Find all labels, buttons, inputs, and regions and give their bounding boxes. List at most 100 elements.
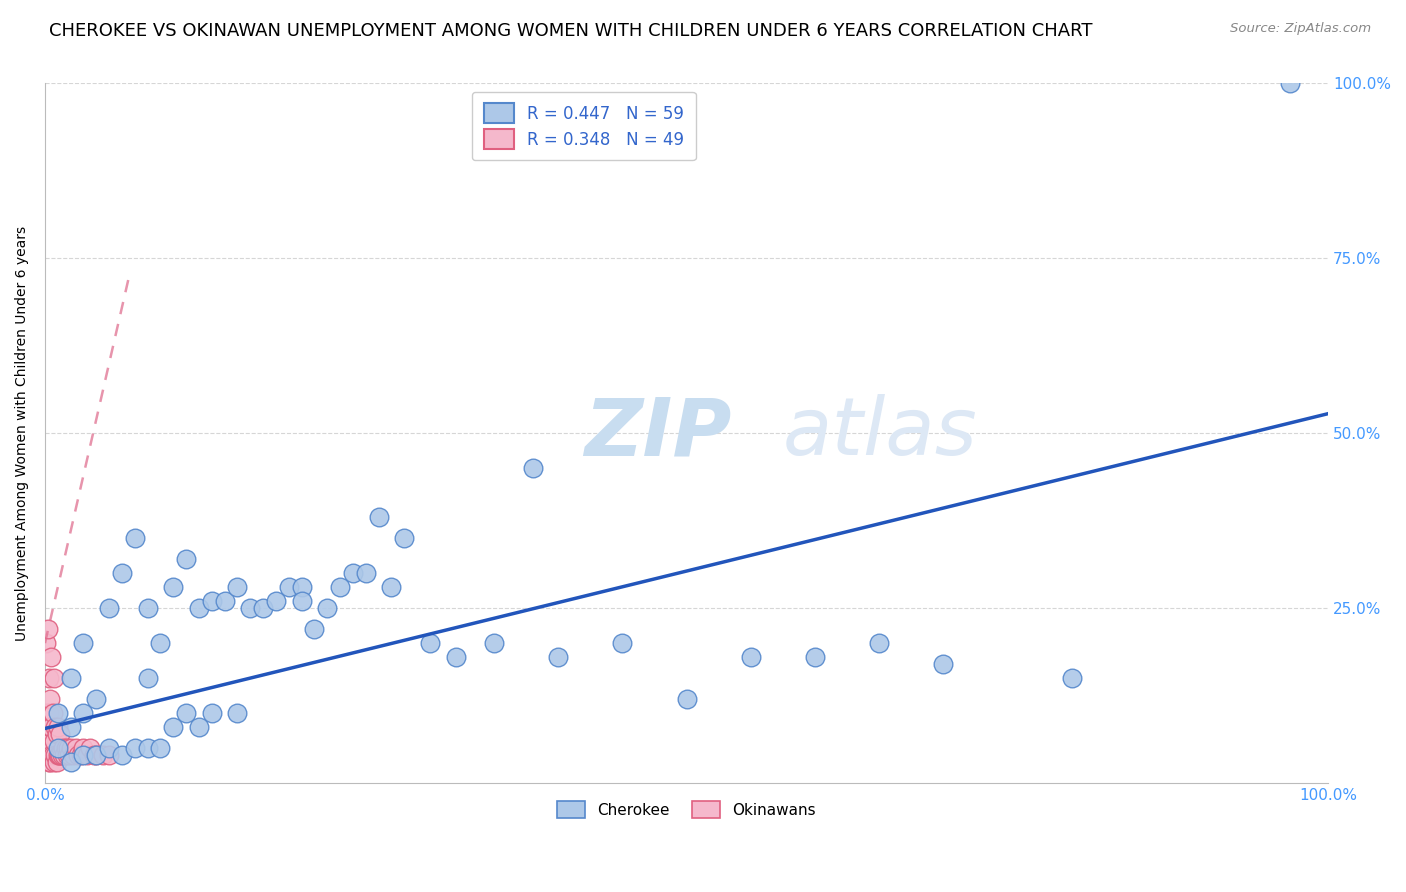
Point xyxy=(264,594,287,608)
Point xyxy=(41,747,63,762)
Point xyxy=(111,747,134,762)
Point xyxy=(45,727,67,741)
Point xyxy=(98,747,121,762)
Point xyxy=(277,580,299,594)
Point xyxy=(38,734,60,748)
Point xyxy=(41,747,63,762)
Point xyxy=(174,706,197,720)
Point xyxy=(419,636,441,650)
Point xyxy=(37,622,59,636)
Point xyxy=(174,552,197,566)
Point xyxy=(35,741,58,756)
Point xyxy=(98,601,121,615)
Point xyxy=(59,720,82,734)
Point xyxy=(162,580,184,594)
Point xyxy=(111,566,134,581)
Point xyxy=(136,671,159,685)
Point xyxy=(547,650,569,665)
Point xyxy=(39,692,62,706)
Point xyxy=(51,747,73,762)
Point xyxy=(70,747,93,762)
Point xyxy=(72,741,94,756)
Point xyxy=(46,741,69,756)
Point xyxy=(38,671,60,685)
Point xyxy=(46,720,69,734)
Point xyxy=(76,747,98,762)
Point xyxy=(201,594,224,608)
Point xyxy=(62,747,84,762)
Text: Source: ZipAtlas.com: Source: ZipAtlas.com xyxy=(1230,22,1371,36)
Point xyxy=(329,580,352,594)
Point xyxy=(522,461,544,475)
Point xyxy=(482,636,505,650)
Point xyxy=(91,747,114,762)
Point xyxy=(58,747,80,762)
Point xyxy=(37,747,59,762)
Point xyxy=(226,706,249,720)
Text: atlas: atlas xyxy=(783,394,977,472)
Point xyxy=(188,720,211,734)
Point xyxy=(84,747,107,762)
Point xyxy=(188,601,211,615)
Point xyxy=(72,706,94,720)
Text: ZIP: ZIP xyxy=(583,394,731,472)
Point xyxy=(84,692,107,706)
Point xyxy=(52,741,75,756)
Point xyxy=(59,671,82,685)
Point xyxy=(612,636,634,650)
Point xyxy=(226,580,249,594)
Point xyxy=(239,601,262,615)
Point xyxy=(37,727,59,741)
Point xyxy=(304,622,326,636)
Point xyxy=(136,601,159,615)
Point xyxy=(252,601,274,615)
Point xyxy=(35,636,58,650)
Point xyxy=(72,747,94,762)
Point xyxy=(380,580,402,594)
Point xyxy=(342,566,364,581)
Point xyxy=(84,747,107,762)
Point xyxy=(42,734,65,748)
Point xyxy=(59,741,82,756)
Point xyxy=(98,741,121,756)
Point xyxy=(39,755,62,769)
Point xyxy=(49,747,72,762)
Point xyxy=(932,657,955,672)
Point xyxy=(59,755,82,769)
Point xyxy=(35,706,58,720)
Point xyxy=(136,741,159,756)
Point xyxy=(53,747,76,762)
Point xyxy=(38,755,60,769)
Point xyxy=(740,650,762,665)
Point xyxy=(46,706,69,720)
Point xyxy=(46,747,69,762)
Point xyxy=(868,636,890,650)
Point xyxy=(42,755,65,769)
Point xyxy=(124,531,146,545)
Point xyxy=(41,720,63,734)
Point xyxy=(804,650,827,665)
Text: CHEROKEE VS OKINAWAN UNEMPLOYMENT AMONG WOMEN WITH CHILDREN UNDER 6 YEARS CORREL: CHEROKEE VS OKINAWAN UNEMPLOYMENT AMONG … xyxy=(49,22,1092,40)
Point xyxy=(201,706,224,720)
Point xyxy=(149,741,172,756)
Point xyxy=(354,566,377,581)
Point xyxy=(49,727,72,741)
Point xyxy=(48,747,70,762)
Point xyxy=(56,747,79,762)
Point xyxy=(45,755,67,769)
Point xyxy=(79,741,101,756)
Point xyxy=(39,720,62,734)
Point xyxy=(44,747,66,762)
Y-axis label: Unemployment Among Women with Children Under 6 years: Unemployment Among Women with Children U… xyxy=(15,226,30,640)
Point xyxy=(41,650,63,665)
Point xyxy=(38,706,60,720)
Point xyxy=(55,741,77,756)
Point xyxy=(83,747,105,762)
Legend: Cherokee, Okinawans: Cherokee, Okinawans xyxy=(551,795,823,824)
Point xyxy=(44,720,66,734)
Point xyxy=(394,531,416,545)
Point xyxy=(214,594,236,608)
Point xyxy=(149,636,172,650)
Point xyxy=(444,650,467,665)
Point xyxy=(124,741,146,756)
